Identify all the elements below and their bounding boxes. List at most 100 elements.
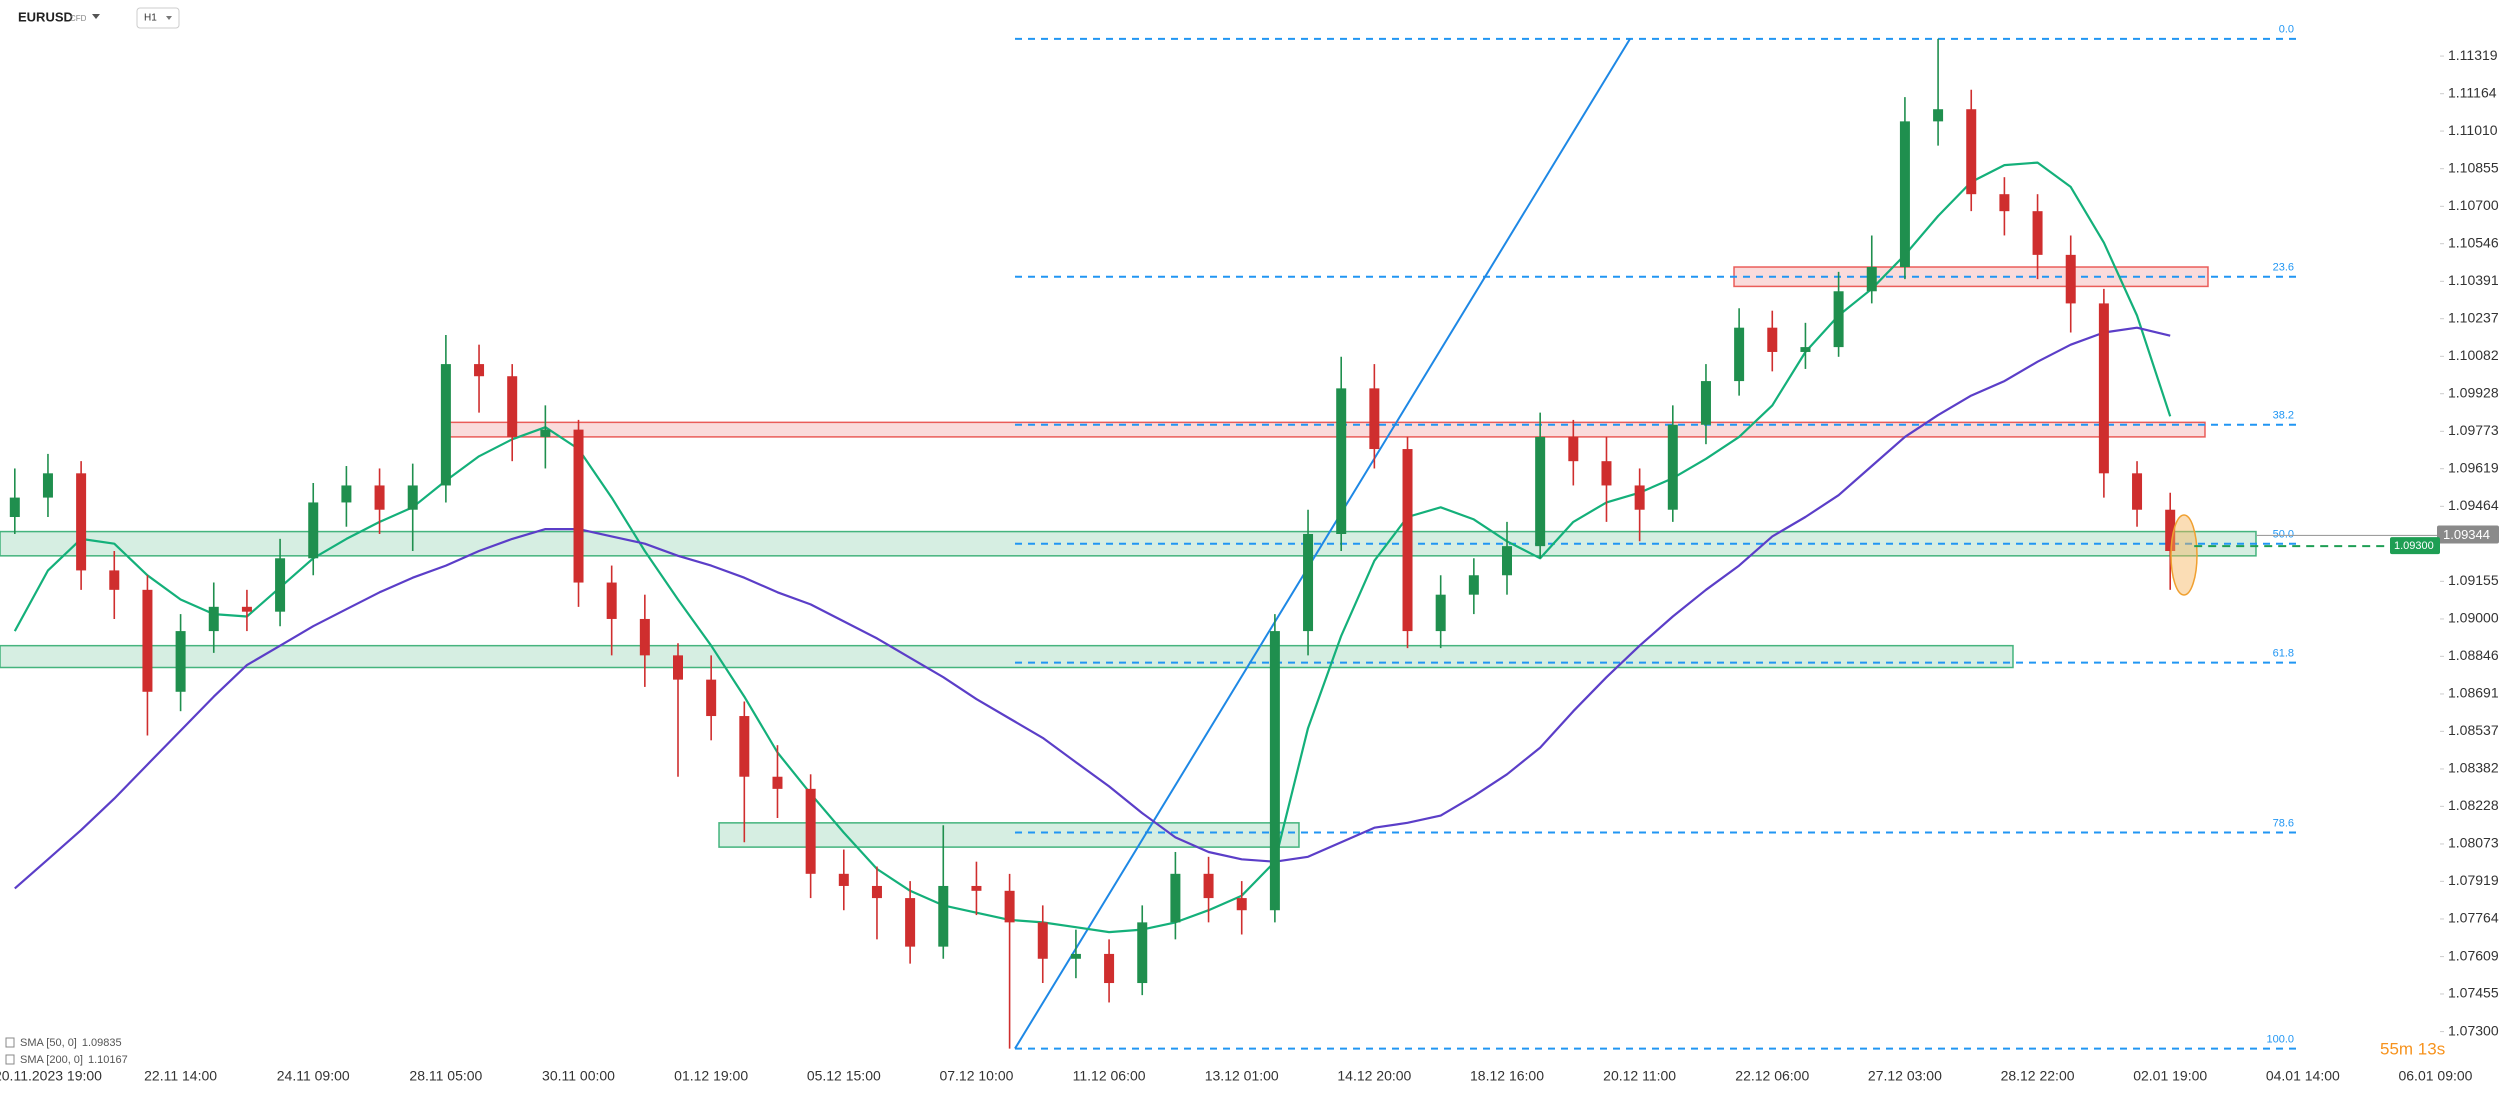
x-tick-label: 27.12 03:00 — [1868, 1068, 1942, 1084]
candle-body — [1369, 388, 1380, 450]
instrument-type: CFD — [70, 14, 87, 23]
y-tick-label: 1.09773 — [2448, 422, 2499, 438]
y-tick-label: 1.07300 — [2448, 1022, 2499, 1038]
candle-body — [871, 885, 882, 899]
candle-body — [606, 582, 617, 619]
legend-swatch — [5, 1037, 15, 1048]
candle-body — [440, 364, 451, 486]
highlight-ellipse — [2170, 514, 2198, 596]
x-tick-label: 28.12 22:00 — [2001, 1068, 2075, 1084]
candle-body — [1104, 953, 1115, 984]
candle-body — [1866, 267, 1877, 292]
candle-body — [275, 558, 286, 612]
candle-body — [1037, 922, 1048, 959]
candle-body — [1535, 436, 1546, 547]
y-tick-label: 1.10237 — [2448, 309, 2499, 325]
y-tick-label: 1.08691 — [2448, 685, 2499, 701]
y-tick-label: 1.11010 — [2448, 122, 2498, 138]
current-price-label: 1.09344 — [2443, 527, 2490, 542]
fib-label: 61.8 — [2273, 648, 2294, 660]
alert-box — [2390, 537, 2440, 555]
y-tick-label: 1.08228 — [2448, 797, 2499, 813]
fib-label: 78.6 — [2273, 817, 2294, 829]
candle-body — [2032, 211, 2043, 255]
candle-body — [1634, 485, 1645, 510]
y-tick-label: 1.09928 — [2448, 384, 2499, 400]
candle-body — [507, 376, 518, 437]
legend-name: SMA [200, 0] — [20, 1054, 83, 1066]
candle-body — [1966, 109, 1977, 195]
candle-body — [2165, 509, 2176, 551]
symbol[interactable]: EURUSD — [18, 9, 73, 24]
candle-body — [1336, 388, 1347, 534]
x-tick-label: 13.12 01:00 — [1205, 1068, 1279, 1084]
fib-trend-line — [1014, 38, 1631, 1050]
legend-value: 1.09835 — [82, 1037, 122, 1049]
candle-body — [573, 429, 584, 583]
candle-body — [308, 502, 319, 559]
candle-body — [1303, 534, 1314, 632]
timeframe-dropdown[interactable] — [166, 16, 172, 20]
y-tick-label: 1.08073 — [2448, 835, 2499, 851]
y-tick-label: 1.07455 — [2448, 985, 2499, 1001]
candle-body — [1800, 347, 1811, 352]
candle-body — [706, 679, 717, 717]
candle-body — [407, 485, 418, 510]
candle-body — [42, 473, 53, 498]
y-tick-label: 1.08846 — [2448, 647, 2499, 663]
zone — [718, 822, 1300, 848]
y-tick-label: 1.10082 — [2448, 347, 2499, 363]
candle-body — [1203, 873, 1214, 899]
candle-body — [241, 606, 252, 612]
candle-body — [739, 716, 750, 777]
legend-swatch — [5, 1054, 15, 1065]
timeframe-box[interactable] — [136, 7, 180, 29]
x-tick-label: 02.01 19:00 — [2133, 1068, 2207, 1084]
candle-body — [1269, 631, 1280, 911]
candle-body — [1767, 327, 1778, 352]
x-tick-label: 05.12 15:00 — [807, 1068, 881, 1084]
legend-entry: SMA [50, 0] 1.09835 — [20, 1037, 122, 1049]
current-price-box — [2437, 525, 2499, 544]
candle-body — [1933, 109, 1944, 122]
candle-body — [540, 429, 551, 437]
y-tick-label: 1.11319 — [2448, 47, 2498, 63]
legend-entry: SMA [200, 0] 1.10167 — [20, 1054, 128, 1066]
y-tick-label: 1.10391 — [2448, 272, 2499, 288]
candle-body — [374, 485, 385, 510]
plot: 0.0 23.6 38.2 50.0 61.8 78.6 100.0 1.11319 1.111… — [0, 24, 2499, 1084]
candle-body — [1402, 449, 1413, 632]
alert-label: 1.09300 — [2394, 540, 2434, 552]
candle-body — [2132, 473, 2143, 510]
candle-body — [772, 776, 783, 789]
x-tick-label: 22.11 14:00 — [144, 1068, 217, 1084]
sma-line — [13, 161, 2172, 934]
x-tick-label: 06.01 09:00 — [2398, 1068, 2472, 1084]
y-tick-label: 1.09000 — [2448, 610, 2499, 626]
x-tick-label: 22.12 06:00 — [1735, 1068, 1809, 1084]
fib-label: 100.0 — [2266, 1033, 2294, 1045]
candle-body — [1700, 381, 1711, 425]
x-tick-label: 28.11 05:00 — [409, 1068, 482, 1084]
candle-body — [1137, 922, 1148, 984]
candle-body — [175, 631, 186, 692]
candle-body — [76, 473, 87, 571]
y-tick-label: 1.07764 — [2448, 910, 2499, 926]
legend-value: 1.10167 — [88, 1054, 128, 1066]
symbol-dropdown[interactable] — [92, 14, 100, 19]
candle-body — [1999, 194, 2010, 212]
candle-body — [9, 497, 20, 518]
candle-body — [341, 485, 352, 503]
candle-body — [2065, 254, 2076, 304]
candle-body — [971, 885, 982, 891]
candle-body — [1502, 546, 1512, 576]
candle-body — [474, 364, 485, 377]
y-tick-label: 1.09619 — [2448, 459, 2499, 475]
candle-body — [1004, 890, 1015, 923]
candle-body — [938, 885, 949, 947]
candle-body — [639, 618, 650, 656]
timeframe[interactable]: H1 — [144, 13, 157, 24]
candle-body — [109, 570, 120, 590]
candle-body — [208, 606, 219, 632]
